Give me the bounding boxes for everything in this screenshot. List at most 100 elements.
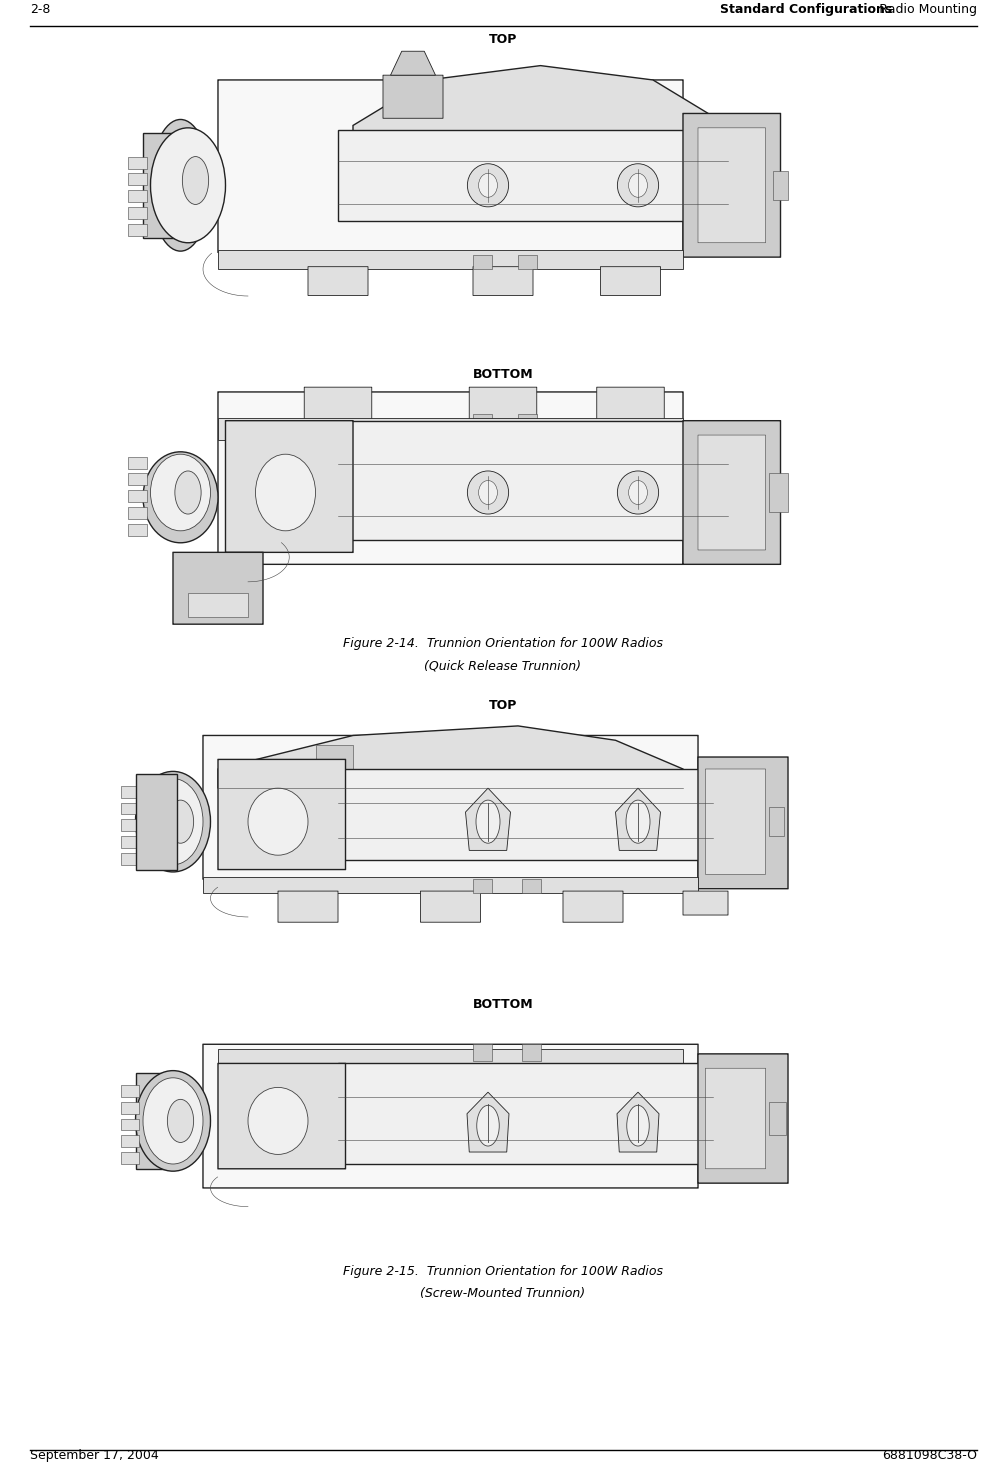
FancyBboxPatch shape xyxy=(698,757,788,888)
FancyBboxPatch shape xyxy=(203,1044,698,1187)
Bar xyxy=(121,1136,139,1147)
Ellipse shape xyxy=(167,1099,193,1143)
Ellipse shape xyxy=(476,1105,499,1146)
Polygon shape xyxy=(353,66,728,149)
Bar xyxy=(136,773,177,869)
Bar xyxy=(315,745,353,769)
Polygon shape xyxy=(617,1091,659,1152)
Bar xyxy=(338,421,728,541)
Bar xyxy=(136,1072,177,1168)
FancyBboxPatch shape xyxy=(304,387,372,421)
Ellipse shape xyxy=(248,788,308,856)
FancyBboxPatch shape xyxy=(683,421,780,564)
FancyBboxPatch shape xyxy=(218,760,345,869)
FancyBboxPatch shape xyxy=(421,891,480,922)
Ellipse shape xyxy=(626,800,650,843)
Polygon shape xyxy=(467,1091,509,1152)
Ellipse shape xyxy=(143,1078,203,1164)
FancyBboxPatch shape xyxy=(683,891,728,915)
Bar xyxy=(473,879,491,894)
Polygon shape xyxy=(391,52,435,75)
Text: BOTTOM: BOTTOM xyxy=(472,368,534,382)
FancyBboxPatch shape xyxy=(706,769,765,875)
Ellipse shape xyxy=(175,471,201,514)
Bar xyxy=(121,819,139,831)
Ellipse shape xyxy=(467,471,509,514)
Text: Standard Configurations: Standard Configurations xyxy=(720,3,892,16)
Ellipse shape xyxy=(617,471,659,514)
Ellipse shape xyxy=(136,772,210,872)
Bar xyxy=(518,255,537,270)
FancyBboxPatch shape xyxy=(469,387,537,421)
FancyBboxPatch shape xyxy=(218,80,683,252)
Bar xyxy=(121,853,139,865)
Bar xyxy=(128,224,147,236)
Bar xyxy=(518,414,537,433)
Polygon shape xyxy=(218,726,683,788)
FancyBboxPatch shape xyxy=(698,128,765,243)
Bar xyxy=(128,206,147,219)
FancyBboxPatch shape xyxy=(173,552,263,625)
Ellipse shape xyxy=(150,454,210,530)
Bar xyxy=(522,1044,541,1061)
Bar xyxy=(769,473,788,511)
Bar xyxy=(128,190,147,202)
FancyBboxPatch shape xyxy=(203,735,698,879)
Polygon shape xyxy=(465,788,511,850)
Ellipse shape xyxy=(467,164,509,206)
Bar xyxy=(121,803,139,815)
Bar xyxy=(773,171,788,200)
FancyBboxPatch shape xyxy=(218,1064,345,1168)
Bar xyxy=(473,255,491,270)
FancyBboxPatch shape xyxy=(226,421,353,552)
Bar xyxy=(121,837,139,848)
FancyBboxPatch shape xyxy=(383,75,443,118)
Bar xyxy=(769,1102,785,1136)
Bar xyxy=(128,174,147,186)
Bar xyxy=(769,807,784,837)
Ellipse shape xyxy=(150,128,226,243)
Text: 6881098C38-O: 6881098C38-O xyxy=(882,1449,977,1463)
Bar xyxy=(128,156,147,168)
Bar xyxy=(128,457,147,468)
Bar xyxy=(522,879,541,894)
FancyBboxPatch shape xyxy=(308,267,368,296)
Bar xyxy=(143,133,188,239)
Ellipse shape xyxy=(143,779,203,865)
Bar xyxy=(473,1044,491,1061)
Bar xyxy=(218,418,683,440)
Bar xyxy=(218,1049,683,1068)
Bar xyxy=(188,594,248,617)
Ellipse shape xyxy=(136,1071,210,1171)
Ellipse shape xyxy=(626,1105,650,1146)
Ellipse shape xyxy=(628,480,648,504)
FancyBboxPatch shape xyxy=(563,891,623,922)
FancyBboxPatch shape xyxy=(600,267,661,296)
Text: September 17, 2004: September 17, 2004 xyxy=(30,1449,159,1463)
Ellipse shape xyxy=(167,800,193,843)
Bar xyxy=(121,1118,139,1130)
FancyBboxPatch shape xyxy=(278,891,338,922)
Ellipse shape xyxy=(617,164,659,206)
Bar xyxy=(128,473,147,485)
Bar xyxy=(338,130,728,221)
Bar xyxy=(121,1102,139,1114)
Ellipse shape xyxy=(150,119,210,250)
FancyBboxPatch shape xyxy=(473,267,533,296)
Bar xyxy=(203,876,698,894)
Text: Figure 2-15.  Trunnion Orientation for 100W Radios: Figure 2-15. Trunnion Orientation for 10… xyxy=(343,1265,663,1279)
Ellipse shape xyxy=(182,156,208,205)
Ellipse shape xyxy=(256,454,315,530)
Text: TOP: TOP xyxy=(488,32,518,46)
Ellipse shape xyxy=(478,174,497,197)
FancyBboxPatch shape xyxy=(698,435,765,549)
Bar xyxy=(121,785,139,798)
Polygon shape xyxy=(615,788,661,850)
Text: BOTTOM: BOTTOM xyxy=(472,999,534,1010)
FancyBboxPatch shape xyxy=(698,1053,788,1183)
Text: : Radio Mounting: : Radio Mounting xyxy=(871,3,977,16)
Ellipse shape xyxy=(143,452,218,542)
FancyBboxPatch shape xyxy=(683,113,780,258)
Text: TOP: TOP xyxy=(488,700,518,711)
Text: (Screw-Mounted Trunnion): (Screw-Mounted Trunnion) xyxy=(421,1287,585,1301)
